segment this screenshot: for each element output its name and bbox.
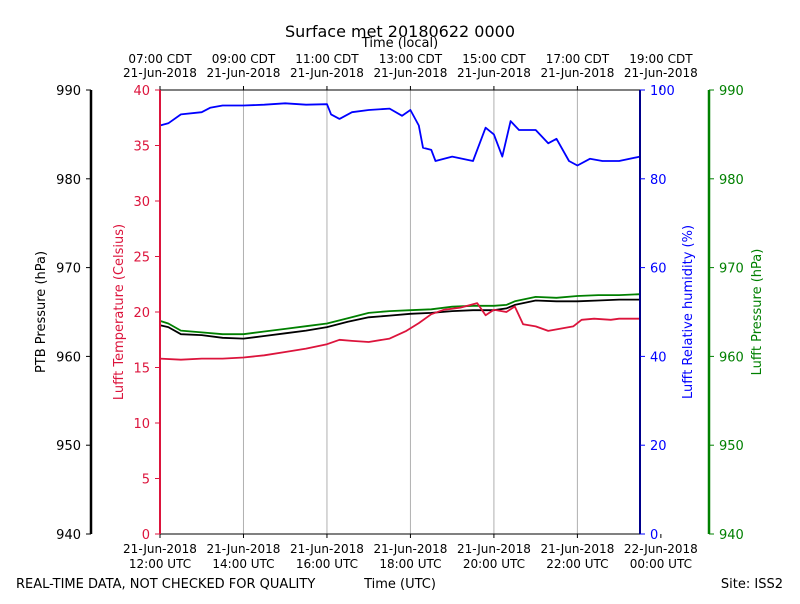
rh-tick-label: 100 [650, 84, 675, 99]
lufft-pressure-tick-label: 970 [719, 262, 744, 277]
bottom-tick-label-date: 22-Jun-2018 [624, 542, 698, 556]
top-tick-label-time: 07:00 CDT [128, 52, 192, 66]
series-line-lufft-temperature [159, 302, 640, 361]
top-tick-label-time: 17:00 CDT [546, 52, 610, 66]
rh-tick-label: 40 [650, 350, 667, 365]
top-tick-label-date: 21-Jun-2018 [290, 66, 364, 80]
chart-title: Surface met 20180622 0000 [285, 22, 515, 41]
bottom-tick-label-date: 21-Jun-2018 [290, 542, 364, 556]
rh-axis-label: Lufft Relative humidity (%) [681, 225, 696, 399]
site-label: Site: ISS2 [721, 577, 783, 592]
lufft-pressure-tick-label: 980 [719, 173, 744, 188]
bottom-tick-label-time: 14:00 UTC [212, 557, 274, 571]
temp-tick-label: 25 [133, 251, 150, 266]
rh-tick-label: 20 [650, 439, 667, 454]
ptb-axis-label: PTB Pressure (hPa) [34, 251, 49, 373]
top-tick-label-time: 13:00 CDT [379, 52, 443, 66]
bottom-tick-label-date: 21-Jun-2018 [540, 542, 614, 556]
ptb-tick-label: 990 [56, 84, 81, 99]
ptb-tick-label: 980 [56, 173, 81, 188]
rh-tick-label: 0 [650, 528, 658, 543]
temp-tick-label: 15 [133, 362, 150, 377]
top-tick-label-date: 21-Jun-2018 [207, 66, 281, 80]
top-tick-label-date: 21-Jun-2018 [457, 66, 531, 80]
temp-tick-label: 10 [133, 417, 150, 432]
ptb-tick-label: 960 [56, 350, 81, 365]
temp-tick-label: 35 [133, 140, 150, 155]
bottom-tick-label-time: 18:00 UTC [379, 557, 441, 571]
top-tick-label-date: 21-Jun-2018 [123, 66, 197, 80]
top-tick-label-date: 21-Jun-2018 [373, 66, 447, 80]
top-tick-label-date: 21-Jun-2018 [624, 66, 698, 80]
temp-tick-label: 40 [133, 84, 150, 99]
top-tick-label-date: 21-Jun-2018 [540, 66, 614, 80]
temp-tick-label: 0 [142, 528, 150, 543]
bottom-tick-label-time: 00:00 UTC [630, 557, 692, 571]
bottom-tick-label-time: 12:00 UTC [129, 557, 191, 571]
top-tick-label-time: 11:00 CDT [295, 52, 359, 66]
top-tick-label-time: 15:00 CDT [462, 52, 526, 66]
top-tick-label-time: 19:00 CDT [629, 52, 693, 66]
temp-tick-label: 20 [133, 306, 150, 321]
bottom-tick-label-date: 21-Jun-2018 [457, 542, 531, 556]
lufft-pressure-tick-label: 960 [719, 350, 744, 365]
x-axis-label: Time (UTC) [363, 577, 436, 592]
rh-tick-label: 80 [650, 173, 667, 188]
temp-axis-label: Lufft Temperature (Celsius) [112, 224, 127, 400]
lufft-pressure-tick-label: 990 [719, 84, 744, 99]
top-tick-label-time: 09:00 CDT [212, 52, 276, 66]
temp-tick-label: 30 [133, 195, 150, 210]
series-line-lufft-relative-humidity [159, 102, 641, 167]
rh-tick-label: 60 [650, 262, 667, 277]
lufft-pressure-tick-label: 940 [719, 528, 744, 543]
grid-lines [242, 90, 578, 534]
ptb-tick-label: 940 [56, 528, 81, 543]
ptb-tick-label: 950 [56, 439, 81, 454]
temp-tick-label: 5 [142, 473, 150, 488]
top-axis-label: Time (local) [361, 36, 438, 51]
bottom-tick-label-date: 21-Jun-2018 [373, 542, 447, 556]
bottom-tick-label-time: 16:00 UTC [296, 557, 358, 571]
ptb-tick-label: 970 [56, 262, 81, 277]
series-lines [159, 102, 641, 361]
bottom-tick-label-time: 20:00 UTC [463, 557, 525, 571]
lufft-pressure-axis-label: Lufft Pressure (hPa) [750, 249, 765, 376]
series-line-ptb-pressure [159, 298, 640, 340]
quality-disclaimer: REAL-TIME DATA, NOT CHECKED FOR QUALITY [16, 577, 315, 592]
series-line-lufft-pressure [159, 293, 641, 336]
lufft-pressure-tick-label: 950 [719, 439, 744, 454]
bottom-tick-label-date: 21-Jun-2018 [123, 542, 197, 556]
bottom-tick-label-date: 21-Jun-2018 [207, 542, 281, 556]
bottom-tick-label-time: 22:00 UTC [546, 557, 608, 571]
